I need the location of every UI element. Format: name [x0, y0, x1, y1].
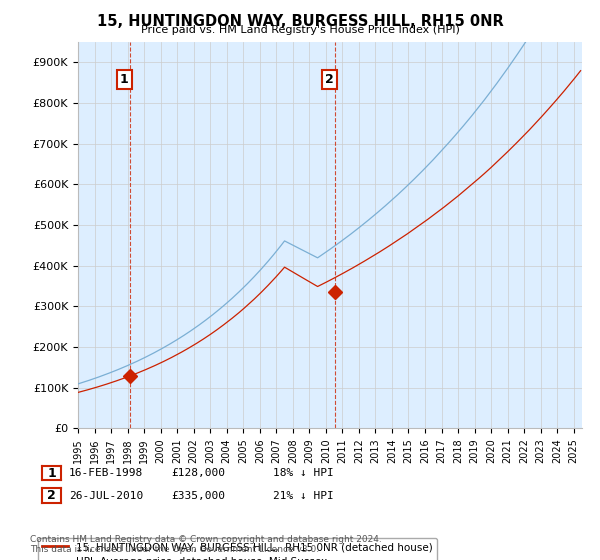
Text: 21% ↓ HPI: 21% ↓ HPI	[273, 491, 334, 501]
Legend: 15, HUNTINGDON WAY, BURGESS HILL,  RH15 0NR (detached house), HPI: Average price: 15, HUNTINGDON WAY, BURGESS HILL, RH15 0…	[38, 538, 437, 560]
Text: 16-FEB-1998: 16-FEB-1998	[69, 468, 143, 478]
Text: 2: 2	[47, 489, 56, 502]
Text: 1: 1	[119, 73, 128, 86]
Text: 18% ↓ HPI: 18% ↓ HPI	[273, 468, 334, 478]
Text: 15, HUNTINGDON WAY, BURGESS HILL, RH15 0NR: 15, HUNTINGDON WAY, BURGESS HILL, RH15 0…	[97, 14, 503, 29]
Text: 1: 1	[47, 466, 56, 480]
Text: Contains HM Land Registry data © Crown copyright and database right 2024.
This d: Contains HM Land Registry data © Crown c…	[30, 535, 382, 554]
Text: 2: 2	[325, 73, 334, 86]
Text: £128,000: £128,000	[171, 468, 225, 478]
Text: £335,000: £335,000	[171, 491, 225, 501]
Text: Price paid vs. HM Land Registry's House Price Index (HPI): Price paid vs. HM Land Registry's House …	[140, 25, 460, 35]
Text: 26-JUL-2010: 26-JUL-2010	[69, 491, 143, 501]
